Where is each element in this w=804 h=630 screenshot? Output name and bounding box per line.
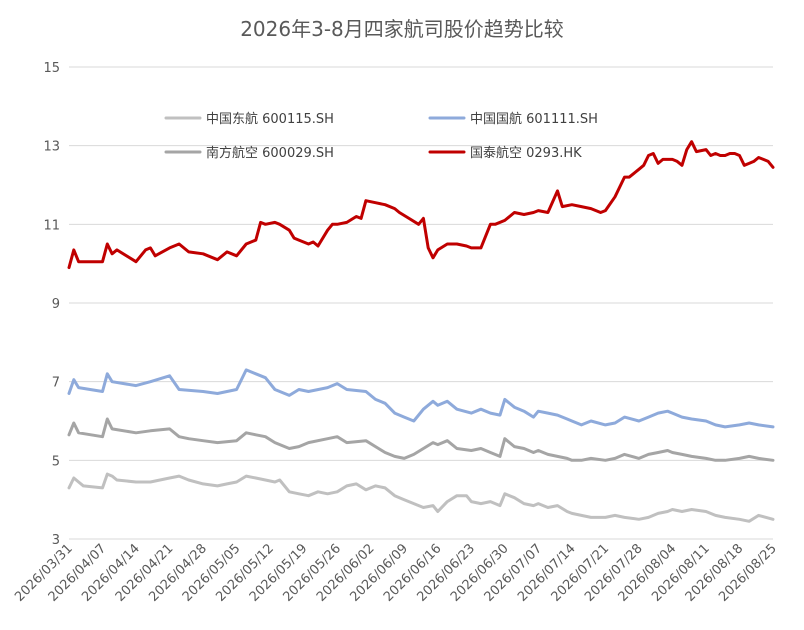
y-tick-label: 3 — [52, 533, 60, 548]
legend-label: 南方航空 600029.SH — [206, 145, 334, 161]
y-tick-label: 13 — [43, 140, 60, 155]
legend-label: 中国国航 601111.SH — [470, 111, 598, 127]
y-tick-label: 5 — [52, 454, 60, 469]
y-tick-label: 15 — [43, 61, 60, 76]
gridlines — [69, 66, 773, 540]
x-axis-tick-labels: 2026/03/312026/04/072026/04/142026/04/21… — [12, 541, 780, 605]
y-axis-tick-labels: 3 5 7 9 11 13 15 — [43, 61, 60, 548]
legend-label: 中国东航 600115.SH — [206, 111, 334, 127]
series-line-2 — [67, 417, 775, 462]
series-line-0 — [67, 472, 775, 523]
legend-label: 国泰航空 0293.HK — [470, 145, 582, 161]
y-tick-label: 7 — [52, 376, 60, 391]
chart-title: 2026年3-8月四家航司股价趋势比较 — [240, 17, 564, 41]
y-tick-label: 9 — [52, 297, 60, 312]
y-tick-label: 11 — [43, 218, 60, 233]
legend: 中国东航 600115.SH 南方航空 600029.SH 中国国航 601111.… — [164, 111, 598, 161]
series-line-3 — [67, 140, 775, 270]
series-lines — [67, 140, 775, 523]
series-line-1 — [67, 368, 775, 429]
